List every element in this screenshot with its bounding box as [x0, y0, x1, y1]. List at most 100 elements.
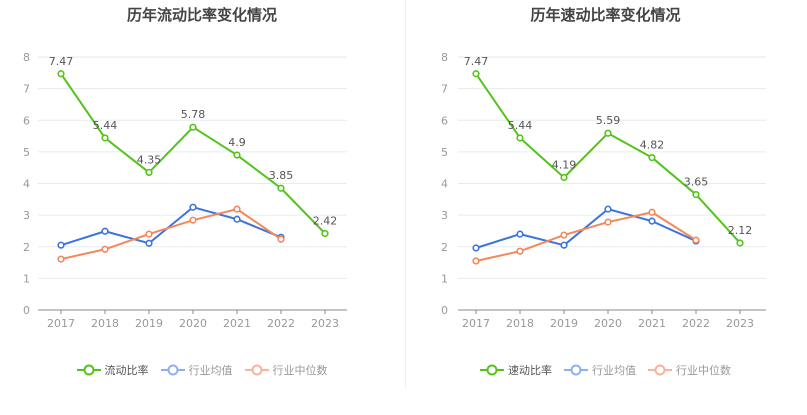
chart-title: 历年速动比率变化情况 [530, 6, 681, 24]
data-point [516, 134, 524, 142]
x-tick-label: 2021 [638, 317, 666, 330]
series-line [60, 208, 282, 261]
x-tick-label: 2023 [726, 317, 754, 330]
legend-label: 行业中位数 [676, 364, 731, 377]
y-tick-label: 0 [441, 304, 448, 317]
current-ratio-chart: 历年流动比率变化情况 0 1 2 3 4 5 6 7 8 2017 2018 2019 2020 2021… [23, 6, 347, 378]
legend-item-quick-ratio[interactable]: 速动比率 [480, 362, 552, 378]
legend-line-circle-icon [648, 364, 672, 376]
legend-line-circle-icon [160, 364, 185, 376]
legend-item-industry-avg[interactable]: 行业均值 [160, 362, 233, 378]
data-point [233, 205, 241, 213]
legend-item-current-ratio[interactable]: 流动比率 [76, 362, 149, 378]
y-tick-label: 6 [441, 114, 448, 127]
x-tick-label: 2017 [47, 317, 75, 330]
legend-item-industry-median[interactable]: 行业中位数 [244, 362, 328, 378]
x-tick-label: 2021 [223, 317, 251, 330]
data-point [604, 205, 612, 213]
current-ratio-plot: 0 1 2 3 4 5 6 7 8 2017 2018 2019 2020 2021 2022 2023 7.4… [23, 51, 347, 330]
x-tick-label: 2022 [267, 317, 295, 330]
legend-line-circle-icon [244, 364, 269, 376]
y-tick-label: 3 [441, 209, 448, 222]
data-point [604, 129, 612, 137]
y-tick-label: 2 [441, 241, 448, 254]
x-tick-label: 2017 [462, 317, 490, 330]
data-label: 5.44 [508, 119, 533, 132]
data-point [516, 230, 524, 238]
chart-title: 历年流动比率变化情况 [126, 6, 277, 24]
data-point [472, 257, 480, 265]
quick-ratio-plot: 0 1 2 3 4 5 6 7 8 2017 2018 2019 2020 2021 2022 2023 7.4… [441, 51, 766, 330]
series-line [475, 73, 741, 244]
data-point [472, 244, 480, 252]
data-point [736, 239, 744, 247]
y-tick-label: 5 [23, 146, 30, 159]
x-tick-label: 2023 [311, 317, 339, 330]
y-tick-label: 8 [23, 51, 30, 64]
y-tick-label: 4 [23, 178, 30, 191]
data-point [648, 208, 656, 216]
data-point [233, 151, 241, 159]
data-label: 3.85 [269, 169, 294, 182]
y-tick-label: 1 [441, 272, 448, 285]
data-point [692, 236, 700, 244]
series-line [60, 206, 282, 247]
legend-item-industry-median[interactable]: 行业中位数 [648, 362, 731, 378]
legend-label: 行业均值 [592, 364, 636, 377]
data-point [560, 241, 568, 249]
data-label: 5.44 [93, 119, 118, 132]
data-label: 3.65 [684, 176, 709, 189]
panel-divider [405, 0, 406, 388]
data-label: 2.42 [313, 214, 338, 227]
y-tick-label: 6 [23, 114, 30, 127]
legend-line-circle-icon [564, 364, 588, 376]
x-tick-label: 2022 [682, 317, 710, 330]
legend-label: 行业均值 [188, 364, 233, 377]
legend-line-circle-icon [480, 364, 504, 376]
data-point [101, 134, 109, 142]
data-label: 4.35 [137, 153, 162, 166]
data-label: 7.47 [464, 55, 489, 68]
data-point [560, 173, 568, 182]
series-line [475, 211, 697, 262]
data-point [145, 230, 153, 238]
data-point [189, 216, 197, 224]
legend-label: 流动比率 [104, 364, 149, 377]
data-point [692, 190, 700, 199]
y-tick-label: 4 [441, 178, 448, 191]
data-point [101, 245, 109, 253]
data-point [277, 184, 285, 192]
data-point [145, 168, 153, 177]
legend-label: 速动比率 [508, 364, 552, 377]
x-tick-label: 2019 [135, 317, 163, 330]
x-tick-label: 2020 [179, 317, 207, 330]
y-tick-label: 8 [441, 51, 448, 64]
data-label: 4.82 [640, 139, 665, 152]
x-tick-label: 2018 [506, 317, 534, 330]
data-point [560, 231, 568, 239]
y-tick-label: 7 [441, 83, 448, 96]
legend-item-industry-avg[interactable]: 行业均值 [564, 362, 636, 378]
legend-line-circle-icon [76, 364, 101, 376]
y-tick-label: 7 [23, 83, 30, 96]
x-tick-label: 2019 [550, 317, 578, 330]
data-point [233, 215, 241, 223]
data-point [277, 235, 285, 243]
data-label: 2.12 [728, 224, 753, 237]
quick-ratio-chart: 历年速动比率变化情况 0 1 2 3 4 5 6 7 8 2017 2018 2019 2020 2021… [404, 0, 807, 415]
data-point [57, 70, 65, 78]
y-tick-label: 0 [23, 304, 30, 317]
chart-legend: 速动比率 行业均值 行业中位数 [404, 362, 807, 378]
series-line [475, 208, 697, 249]
data-point [57, 255, 65, 263]
y-tick-label: 3 [23, 209, 30, 222]
y-tick-label: 5 [441, 146, 448, 159]
data-label: 7.47 [49, 55, 74, 68]
y-tick-label: 1 [23, 272, 30, 285]
data-point [516, 247, 524, 255]
data-point [604, 218, 612, 226]
data-point [648, 153, 656, 162]
data-point [648, 217, 656, 225]
data-point [472, 70, 480, 78]
data-point [57, 241, 65, 249]
